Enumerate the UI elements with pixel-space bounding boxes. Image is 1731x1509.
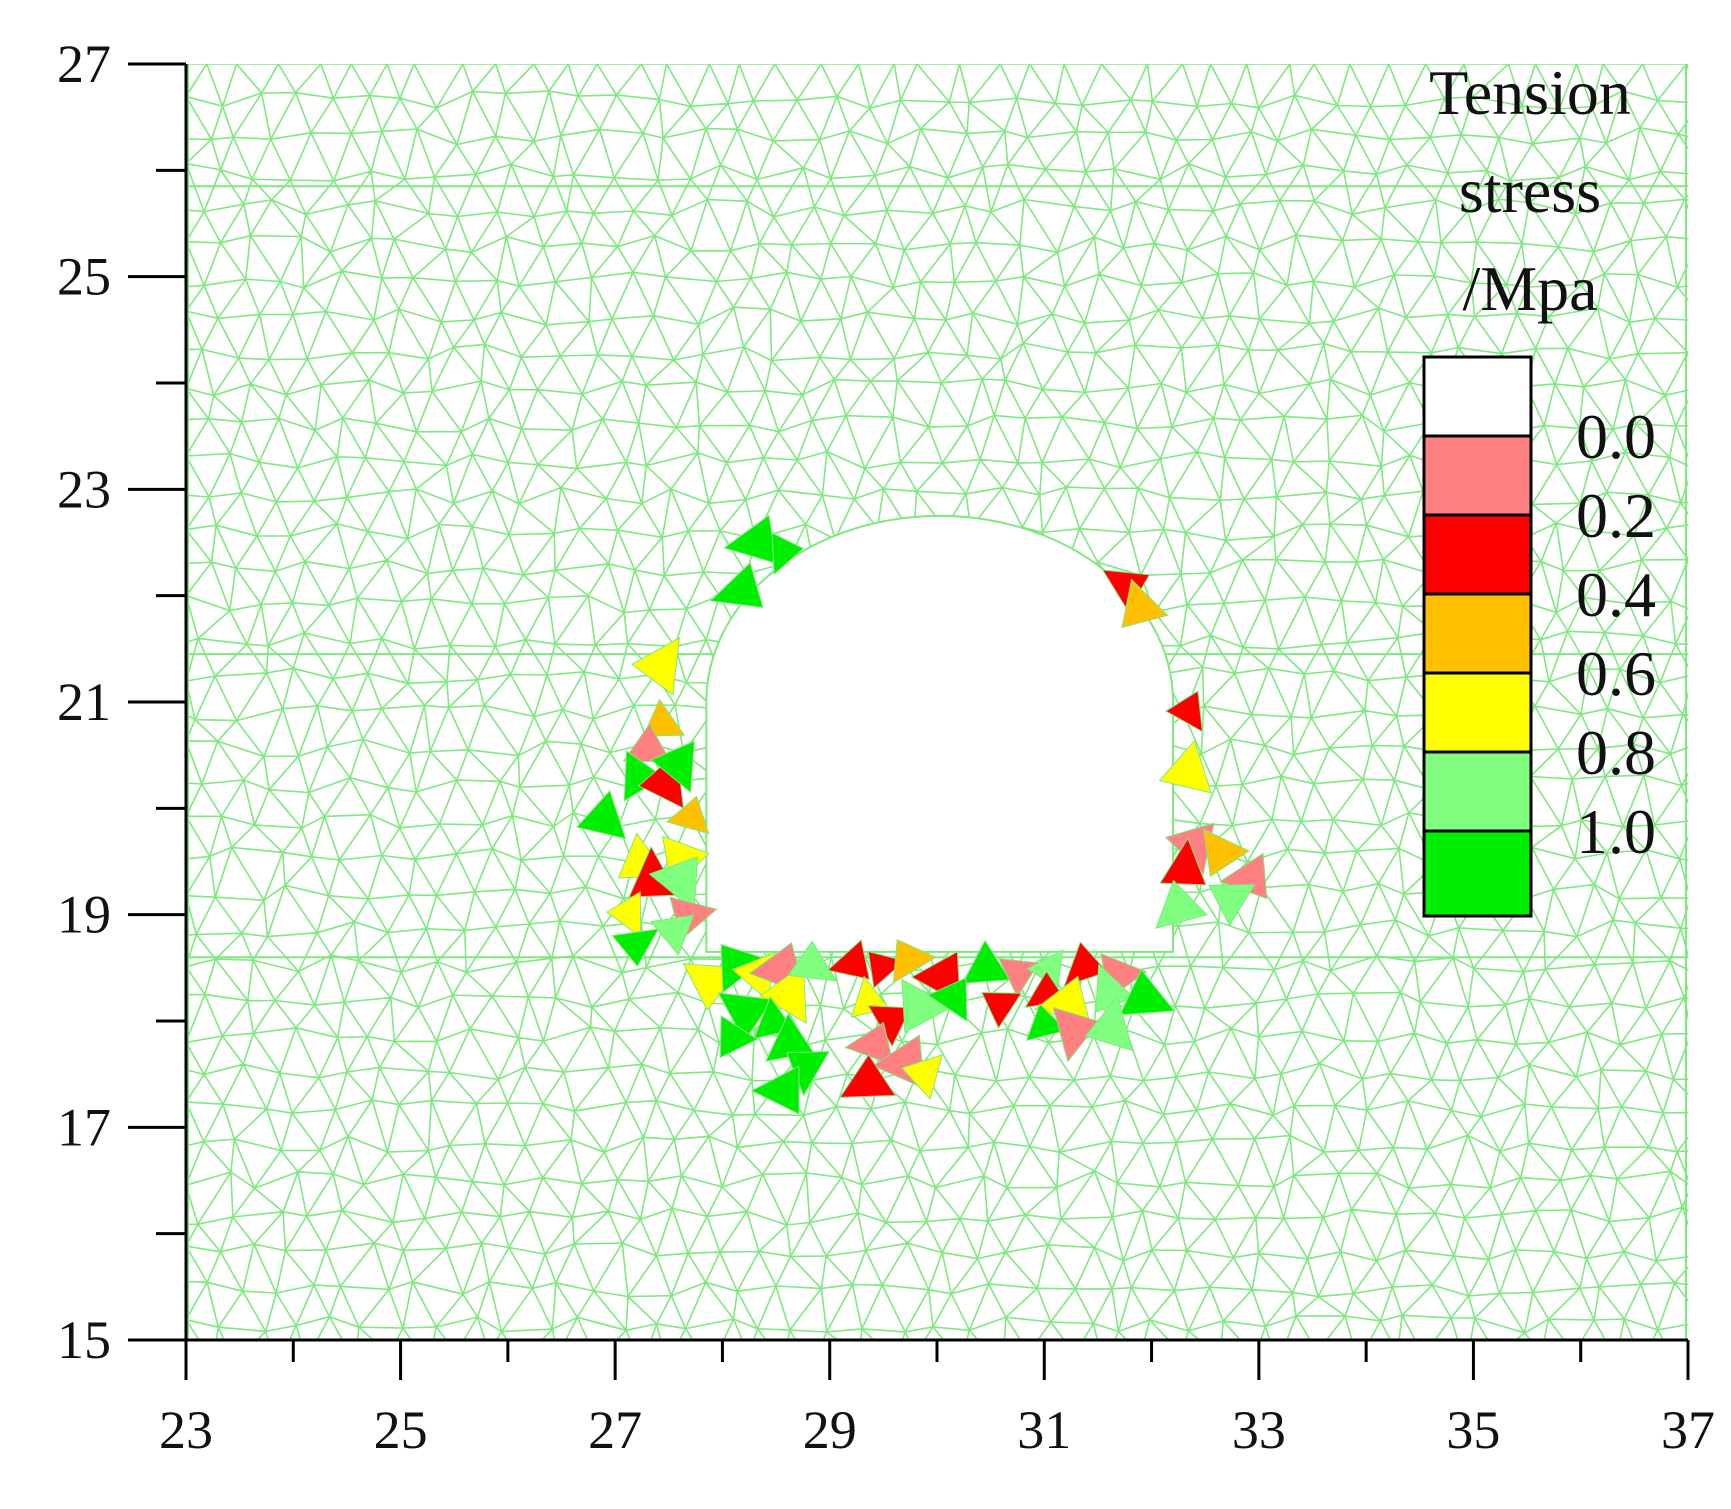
x-tick-label: 35 xyxy=(1446,1400,1500,1460)
failed-element xyxy=(1203,828,1251,878)
failed-element xyxy=(1158,739,1212,794)
legend-value-label: 0.4 xyxy=(1576,559,1656,630)
failed-element xyxy=(839,1053,897,1098)
x-tick-label: 29 xyxy=(803,1400,857,1460)
failed-element xyxy=(961,939,1011,984)
legend-value-label: 0.6 xyxy=(1576,638,1656,709)
failed-element xyxy=(717,992,774,1043)
failed-element xyxy=(575,789,627,840)
failed-element xyxy=(648,856,698,912)
legend-swatch xyxy=(1422,355,1533,438)
failed-element xyxy=(927,977,968,1022)
x-tick-label: 23 xyxy=(159,1400,213,1460)
failed-element xyxy=(1084,995,1134,1052)
failed-element xyxy=(1159,837,1207,886)
legend-title-line-1: Tension xyxy=(1429,57,1631,128)
failed-element xyxy=(1121,578,1169,629)
failed-element xyxy=(631,636,681,696)
failed-element xyxy=(892,938,937,984)
y-tick-label: 21 xyxy=(57,672,111,732)
y-tick-label: 27 xyxy=(57,34,111,94)
failed-element xyxy=(665,795,710,835)
failed-element xyxy=(826,938,871,980)
failed-element xyxy=(1052,1006,1101,1063)
mesh-layer xyxy=(186,64,1688,1340)
y-tick-label: 17 xyxy=(57,1097,111,1157)
x-tick-label: 27 xyxy=(588,1400,642,1460)
legend-value-label: 0.8 xyxy=(1576,717,1656,788)
failed-element xyxy=(981,991,1023,1030)
legend-swatch xyxy=(1422,829,1533,918)
failed-element xyxy=(901,1054,944,1101)
legend-value-label: 1.0 xyxy=(1576,796,1656,867)
failed-element xyxy=(771,532,805,576)
failed-element xyxy=(622,722,672,763)
failed-element xyxy=(787,940,838,982)
failed-element xyxy=(759,963,807,1024)
failed-element xyxy=(719,1014,759,1059)
tunnel-opening xyxy=(705,514,1175,953)
legend: Tension stress /Mpa 0.0 0.2 0.4 0.6 0.8 1.0 xyxy=(1422,57,1656,918)
failed-element xyxy=(1063,941,1109,988)
failed-element xyxy=(606,891,642,939)
failed-element xyxy=(1164,690,1204,733)
tunnel-layer xyxy=(705,514,1175,953)
x-tick-label: 37 xyxy=(1661,1400,1715,1460)
y-tick-label: 19 xyxy=(57,885,111,945)
failed-element xyxy=(611,928,660,968)
failed-element xyxy=(642,698,686,737)
legend-swatch xyxy=(1422,592,1533,675)
failed-element xyxy=(1208,883,1256,927)
legend-swatch xyxy=(1422,513,1533,596)
legend-title-line-3: /Mpa xyxy=(1462,253,1597,324)
y-tick-label: 15 xyxy=(57,1310,111,1370)
failed-element xyxy=(1119,968,1176,1016)
legend-value-label: 0.2 xyxy=(1576,480,1656,551)
x-tick-label: 25 xyxy=(374,1400,428,1460)
legend-swatch xyxy=(1422,434,1533,517)
x-tick-label: 33 xyxy=(1232,1400,1286,1460)
legend-swatches: 0.0 0.2 0.4 0.6 0.8 1.0 xyxy=(1422,355,1656,918)
axes: 15 17 19 21 23 25 27 23 25 27 29 31 33 35 37 xyxy=(57,34,1715,1460)
failed-element xyxy=(650,740,695,794)
failed-element xyxy=(709,561,764,608)
y-tick-label: 23 xyxy=(57,459,111,519)
x-tick-label: 31 xyxy=(1017,1400,1071,1460)
legend-title-line-2: stress xyxy=(1459,155,1601,226)
failed-element xyxy=(750,1065,800,1115)
y-tick-label: 25 xyxy=(57,247,111,307)
failed-element xyxy=(650,914,695,956)
failed-element xyxy=(1155,879,1208,929)
plot-area xyxy=(186,64,1688,1340)
failed-element xyxy=(901,978,954,1034)
legend-swatch xyxy=(1422,671,1533,754)
legend-swatch xyxy=(1422,750,1533,833)
failure-layer xyxy=(575,514,1268,1115)
legend-value-label: 0.0 xyxy=(1576,401,1656,472)
failed-element xyxy=(1025,1003,1068,1042)
